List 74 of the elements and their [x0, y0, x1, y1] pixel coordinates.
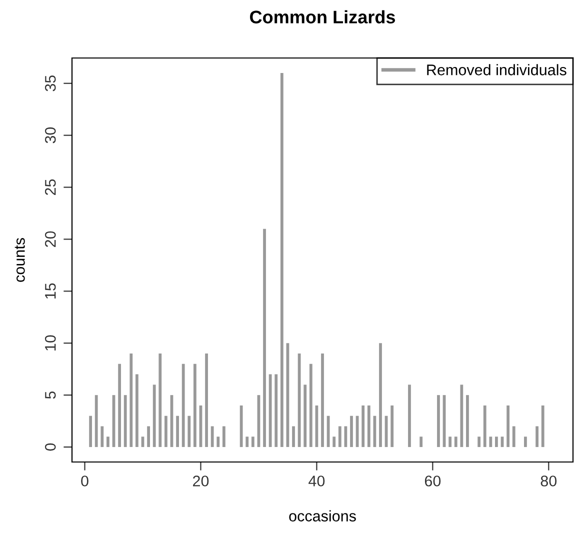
x-tick-label: 60 [424, 476, 441, 486]
bar [478, 436, 481, 448]
y-tick-label: 30 [44, 127, 56, 144]
bar [367, 405, 370, 448]
x-tick-label: 0 [81, 476, 88, 486]
bar [350, 416, 353, 448]
bar [466, 395, 469, 448]
bar [338, 426, 342, 448]
bar [216, 436, 220, 448]
bar [506, 405, 510, 448]
bar [188, 416, 191, 448]
bar [362, 405, 365, 448]
bar [332, 436, 336, 448]
bar [124, 395, 127, 448]
y-tick-label: 20 [44, 231, 56, 247]
bar [147, 426, 150, 448]
bar [524, 436, 527, 448]
bar [304, 384, 307, 448]
bar [251, 436, 254, 448]
bar [210, 426, 214, 448]
bar [321, 354, 324, 448]
legend-label: Removed individuals [427, 64, 566, 76]
y-tick-label: 25 [44, 179, 56, 195]
bar [222, 426, 226, 448]
y-tick-label: 0 [44, 443, 56, 451]
bar [280, 72, 284, 448]
bar [164, 416, 168, 448]
bar [390, 405, 394, 448]
x-tick-label: 20 [193, 476, 209, 486]
bar [437, 395, 440, 448]
bar [89, 416, 92, 448]
bar [193, 364, 196, 448]
bar [118, 364, 121, 448]
bar [246, 436, 249, 448]
bar [100, 426, 104, 448]
bar [536, 426, 538, 448]
bar [379, 343, 382, 448]
bar [309, 364, 312, 448]
y-tick-label: 15 [45, 283, 56, 299]
bar [495, 436, 498, 448]
y-axis-title: counts [14, 238, 25, 282]
y-tick-label: 35 [44, 75, 56, 92]
bar [176, 416, 179, 448]
y-tick-label: 5 [45, 391, 56, 399]
bar [541, 405, 544, 448]
x-axis-title: occasions [289, 510, 356, 522]
bar [448, 436, 452, 448]
x-tick-label: 80 [540, 476, 557, 486]
x-tick-label: 40 [308, 476, 325, 486]
bar [460, 384, 464, 448]
bar [263, 228, 266, 448]
bar [420, 436, 423, 448]
bar [373, 416, 376, 448]
bar [158, 354, 162, 448]
bar [94, 395, 98, 448]
bar [240, 405, 243, 448]
bar [268, 374, 272, 448]
bar [298, 354, 301, 448]
bar [106, 436, 110, 448]
bar [483, 405, 486, 448]
bar [182, 364, 185, 448]
bar [344, 426, 348, 448]
bar [152, 384, 156, 448]
bar [274, 374, 278, 448]
bar [292, 426, 295, 448]
bar [489, 436, 492, 448]
bar [130, 354, 133, 448]
bar [205, 354, 208, 448]
bar [512, 426, 516, 448]
bar [408, 384, 411, 448]
bar [454, 436, 458, 448]
y-tick-label: 10 [44, 335, 56, 350]
bar [135, 374, 138, 448]
chart-title: Common Lizards [250, 10, 395, 24]
